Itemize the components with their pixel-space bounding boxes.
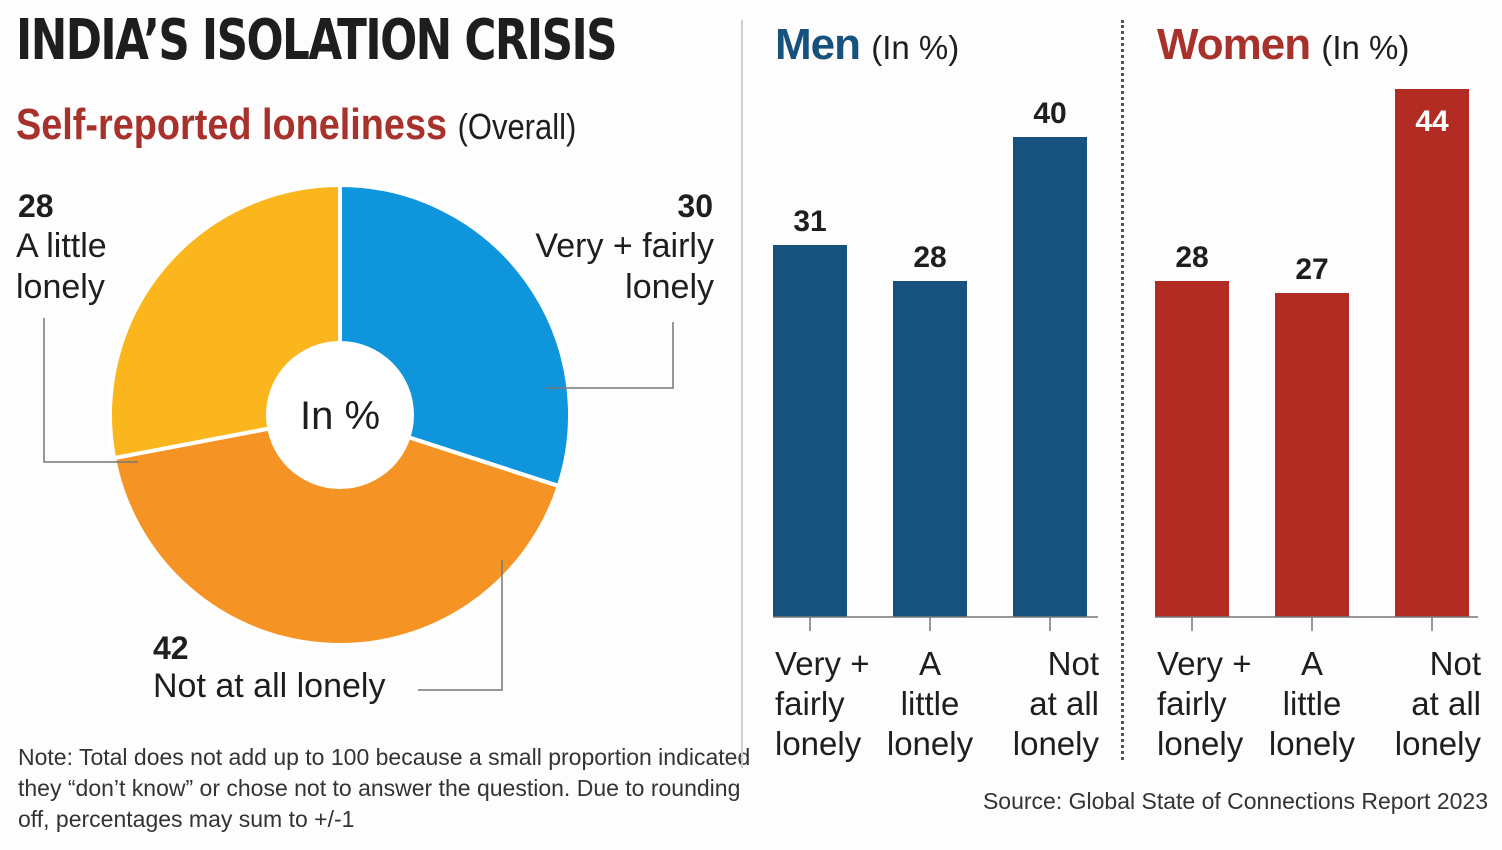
women-value-not-at-all: 44	[1415, 105, 1449, 138]
women-category-not-at-all: Not at all lonely	[1395, 645, 1482, 762]
men-bar-a-little	[893, 281, 967, 617]
panel-divider-dotted	[1121, 20, 1124, 760]
women-category-very-fairly: Very + fairly lonely	[1157, 645, 1251, 762]
men-bar-not-at-all	[1013, 137, 1087, 617]
men-value-not-at-all: 40	[1033, 97, 1066, 130]
leader-line-very-fairly	[545, 322, 674, 389]
women-value-very-fairly: 28	[1175, 241, 1208, 274]
women-bar-a-little	[1275, 293, 1349, 617]
pie-value-very-fairly: 30	[677, 188, 713, 224]
pie-subtitle-main: Self-reported loneliness	[16, 100, 448, 149]
pie-slice-not-at-all	[111, 412, 562, 647]
pie-chart: In %	[43, 182, 674, 691]
leader-line-not-at-all	[418, 560, 503, 691]
women-panel-title: Women (In %)	[1157, 20, 1410, 69]
men-category-very-fairly: Very + fairly lonely	[775, 645, 869, 762]
pie-subtitle-note: (Overall)	[457, 106, 577, 147]
men-panel-title: Men (In %)	[775, 20, 960, 69]
footnote: Note: Total does not add up to 100 becau…	[18, 744, 751, 832]
women-bar-not-at-all	[1395, 89, 1469, 617]
pie-label-very-fairly: Very + fairly lonely	[535, 227, 714, 306]
leader-line-a-little	[43, 318, 138, 463]
chart-title: INDIA’S ISOLATION CRISIS	[16, 8, 618, 73]
pie-label-a-little: A little lonely	[16, 227, 107, 306]
pie-value-a-little: 28	[18, 188, 54, 224]
panel-divider	[741, 20, 743, 768]
source-text: Source: Global State of Connections Repo…	[982, 788, 1488, 814]
men-bar-very-fairly	[773, 245, 847, 617]
pie-center-label: In %	[300, 394, 380, 438]
men-value-very-fairly: 31	[793, 205, 826, 238]
men-value-a-little: 28	[913, 241, 946, 274]
women-value-a-little: 27	[1295, 253, 1328, 286]
pie-subtitle: Self-reported loneliness (Overall)	[16, 100, 576, 150]
pie-value-not-at-all: 42	[153, 630, 189, 666]
pie-label-not-at-all: Not at all lonely	[153, 667, 386, 705]
men-category-not-at-all: Not at all lonely	[1013, 645, 1100, 762]
women-bar-very-fairly	[1155, 281, 1229, 617]
pie-center-hole	[266, 341, 414, 489]
